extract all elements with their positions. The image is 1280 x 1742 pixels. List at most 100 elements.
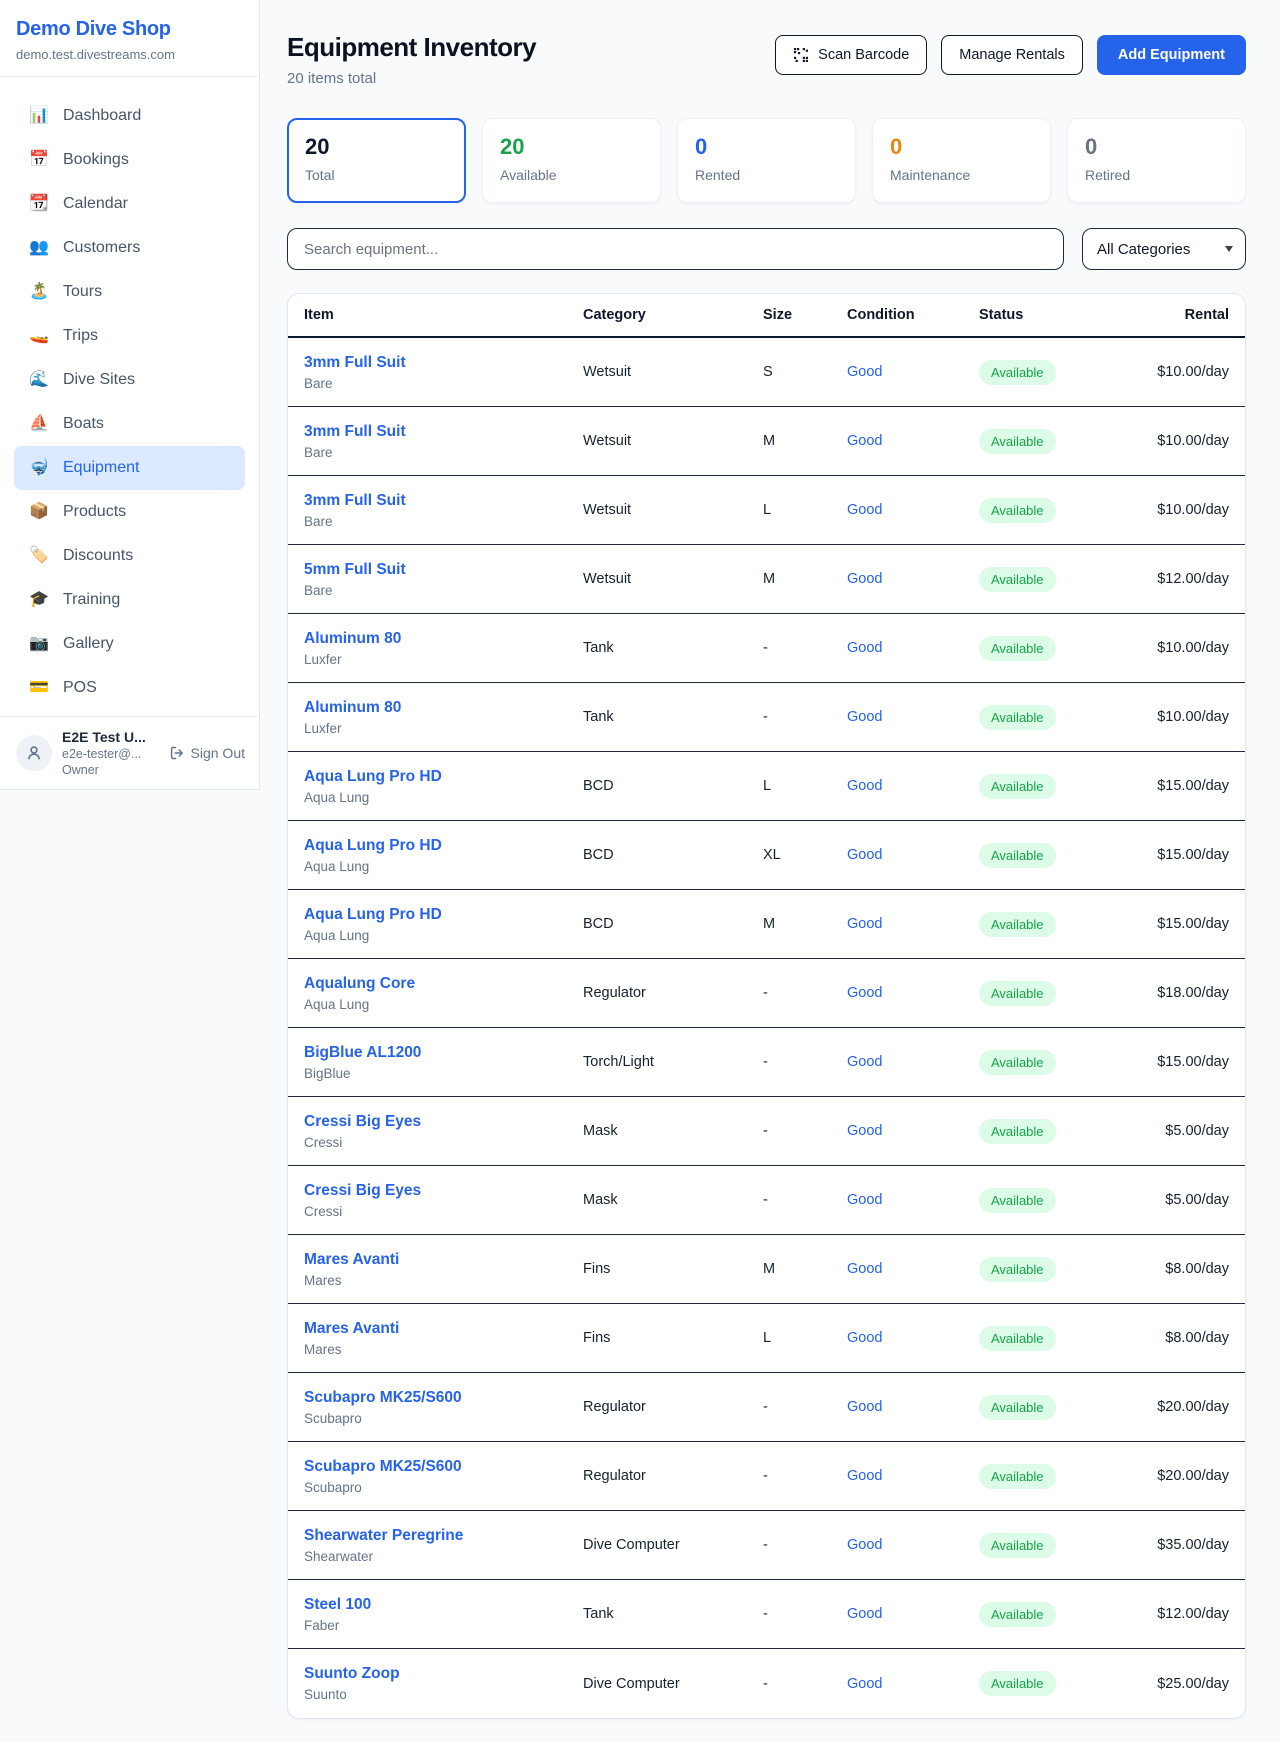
condition-link[interactable]: Good (847, 1468, 883, 1484)
condition-link[interactable]: Good (847, 1537, 883, 1553)
sidebar-item-icon: ⛵ (29, 415, 49, 432)
item-name-link[interactable]: Suunto Zoop (304, 1665, 400, 1682)
size-cell: M (763, 571, 776, 587)
condition-link[interactable]: Good (847, 640, 883, 656)
condition-link[interactable]: Good (847, 709, 883, 725)
stat-card-total[interactable]: 20 Total (287, 118, 466, 203)
item-name-link[interactable]: Cressi Big Eyes (304, 1112, 422, 1130)
page-title-block: Equipment Inventory 20 items total (287, 32, 537, 87)
sidebar-item-icon: 📅 (29, 151, 49, 168)
item-name-link[interactable]: Shearwater Peregrine (304, 1526, 464, 1544)
rental-cell: $12.00/day (1157, 571, 1229, 587)
sidebar-item-products[interactable]: 📦 Products (14, 490, 245, 534)
category-cell: BCD (583, 778, 614, 794)
shop-name: Demo Dive Shop (16, 18, 171, 40)
stat-card-rented[interactable]: 0 Rented (677, 118, 856, 203)
main-content: Equipment Inventory 20 items total Scan … (260, 0, 1280, 1742)
item-name-link[interactable]: 3mm Full Suit (304, 491, 406, 509)
item-name-link[interactable]: 5mm Full Suit (304, 560, 406, 578)
item-name-link[interactable]: Aluminum 80 (304, 629, 402, 647)
sidebar-item-icon: 🤿 (29, 459, 49, 476)
item-name-link[interactable]: Aqua Lung Pro HD (304, 905, 442, 923)
add-equipment-button[interactable]: Add Equipment (1096, 35, 1246, 75)
sidebar-item-boats[interactable]: ⛵ Boats (14, 402, 245, 446)
condition-link[interactable]: Good (847, 571, 883, 587)
item-brand: Scubapro (304, 1479, 362, 1495)
condition-link[interactable]: Good (847, 502, 883, 518)
col-header-category: Category (583, 307, 646, 323)
sidebar-item-discounts[interactable]: 🏷️ Discounts (14, 534, 245, 578)
size-cell: - (763, 1606, 768, 1622)
sidebar-item-bookings[interactable]: 📅 Bookings (14, 138, 245, 182)
table-row: Aqualung Core Aqua Lung Regulator - Good… (288, 959, 1245, 1028)
category-cell: Torch/Light (583, 1054, 654, 1070)
stat-card-available[interactable]: 20 Available (482, 118, 661, 203)
condition-link[interactable]: Good (847, 916, 883, 932)
sidebar-item-tours[interactable]: 🏝️ Tours (14, 270, 245, 314)
item-name-link[interactable]: Aqualung Core (304, 974, 416, 992)
item-name-link[interactable]: Scubapro MK25/S600 (304, 1388, 462, 1406)
item-cell: Scubapro MK25/S600 Scubapro (304, 1458, 583, 1495)
condition-link[interactable]: Good (847, 1330, 883, 1346)
item-name-link[interactable]: Aqua Lung Pro HD (304, 836, 442, 854)
condition-link[interactable]: Good (847, 433, 883, 449)
sidebar-item-dive-sites[interactable]: 🌊 Dive Sites (14, 358, 245, 402)
item-name-link[interactable]: Cressi Big Eyes (304, 1181, 422, 1199)
stat-value: 0 (695, 134, 708, 159)
item-name-link[interactable]: Steel 100 (304, 1595, 372, 1613)
manage-rentals-button[interactable]: Manage Rentals (941, 35, 1083, 75)
sidebar-item-training[interactable]: 🎓 Training (14, 578, 245, 622)
item-name-link[interactable]: 3mm Full Suit (304, 353, 406, 371)
status-cell: Available (979, 497, 1109, 523)
condition-link[interactable]: Good (847, 364, 883, 380)
condition-link[interactable]: Good (847, 1192, 883, 1208)
size-cell: - (763, 1675, 768, 1692)
sidebar-item-customers[interactable]: 👥 Customers (14, 226, 245, 270)
col-header-status: Status (979, 307, 1024, 323)
rental-cell: $8.00/day (1165, 1330, 1229, 1346)
status-badge: Available (979, 1671, 1056, 1696)
sidebar-item-equipment[interactable]: 🤿 Equipment (14, 446, 245, 490)
item-name-link[interactable]: Aqua Lung Pro HD (304, 767, 442, 785)
sign-out-button[interactable]: Sign Out (169, 745, 245, 761)
sidebar-item-label: Customers (63, 239, 141, 256)
col-header-rental: Rental (1184, 307, 1229, 323)
category-select[interactable]: All Categories (1082, 228, 1246, 270)
item-name-link[interactable]: Mares Avanti (304, 1250, 400, 1268)
person-icon (28, 746, 40, 760)
sidebar-item-dashboard[interactable]: 📊 Dashboard (14, 94, 245, 138)
item-name-link[interactable]: BigBlue AL1200 (304, 1043, 422, 1061)
scan-barcode-button[interactable]: Scan Barcode (775, 35, 928, 75)
category-cell: Mask (583, 1192, 618, 1208)
item-name-link[interactable]: Scubapro MK25/S600 (304, 1457, 462, 1475)
condition-link[interactable]: Good (847, 778, 883, 794)
condition-link[interactable]: Good (847, 847, 883, 863)
sidebar-item-calendar[interactable]: 📆 Calendar (14, 182, 245, 226)
condition-link[interactable]: Good (847, 1054, 883, 1070)
stat-card-maintenance[interactable]: 0 Maintenance (872, 118, 1051, 203)
item-name-link[interactable]: Aluminum 80 (304, 698, 402, 716)
item-name-link[interactable]: 3mm Full Suit (304, 422, 406, 440)
condition-link[interactable]: Good (847, 985, 883, 1001)
category-cell: Wetsuit (583, 502, 632, 518)
condition-link[interactable]: Good (847, 1606, 883, 1622)
item-name-link[interactable]: Mares Avanti (304, 1319, 400, 1337)
condition-link[interactable]: Good (847, 1261, 883, 1277)
condition-link[interactable]: Good (847, 1675, 883, 1692)
stat-card-retired[interactable]: 0 Retired (1067, 118, 1246, 203)
size-cell: - (763, 640, 768, 656)
status-cell: Available (979, 359, 1109, 385)
category-cell: Dive Computer (583, 1537, 680, 1553)
status-cell: Available (979, 1325, 1109, 1351)
size-cell: S (763, 364, 773, 380)
condition-link[interactable]: Good (847, 1399, 883, 1415)
rental-cell: $20.00/day (1157, 1468, 1229, 1484)
rental-cell: $5.00/day (1165, 1192, 1229, 1208)
stat-value: 20 (305, 134, 330, 159)
search-input[interactable] (287, 228, 1064, 270)
sidebar-item-trips[interactable]: 🚤 Trips (14, 314, 245, 358)
condition-link[interactable]: Good (847, 1123, 883, 1139)
sidebar-item-pos[interactable]: 💳 POS (14, 666, 245, 710)
category-select-wrap: All Categories (1082, 228, 1246, 270)
sidebar-item-gallery[interactable]: 📷 Gallery (14, 622, 245, 666)
